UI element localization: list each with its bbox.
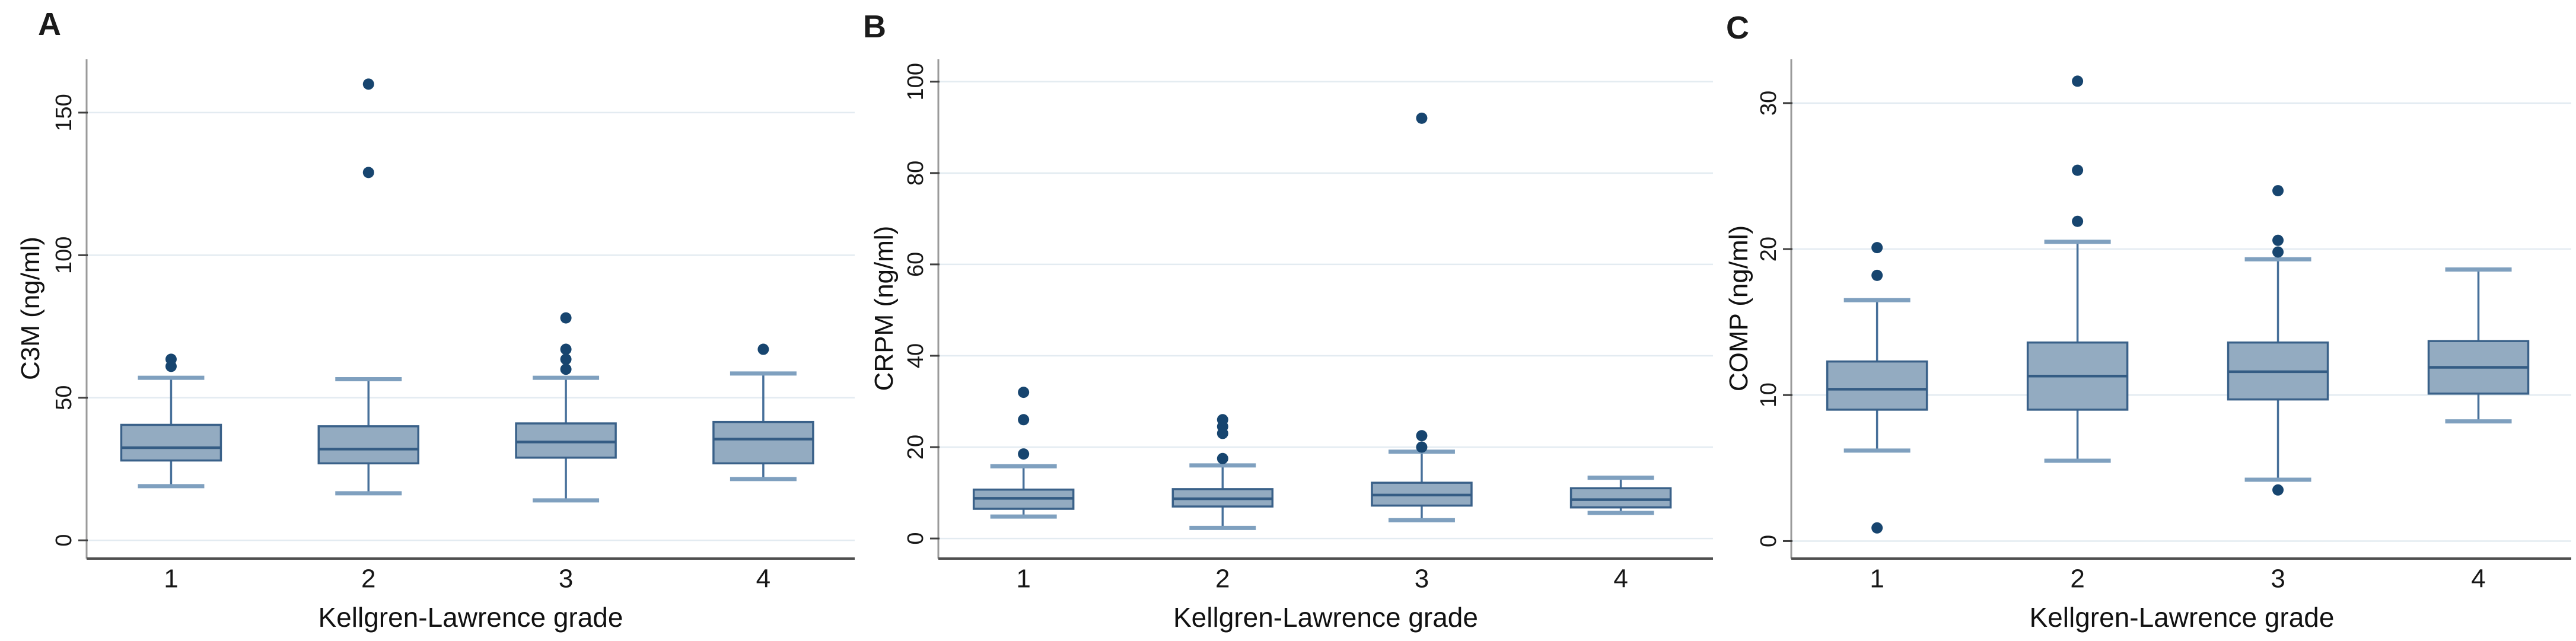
- y-tick-label: 0: [1756, 535, 1781, 547]
- x-category-label: 1: [1016, 565, 1030, 594]
- y-tick-label: 50: [52, 385, 77, 410]
- y-tick-label: 20: [1756, 237, 1781, 261]
- outlier-dot: [2072, 215, 2084, 227]
- box-group-grade-2: [1171, 414, 1274, 530]
- box-group-grade-3: [515, 312, 617, 503]
- box-group-grade-4: [2427, 267, 2530, 424]
- x-category-label: 4: [2471, 565, 2485, 594]
- panel-letter-a: A: [38, 7, 62, 42]
- iqr-box: [317, 425, 420, 465]
- outlier-dot: [1018, 448, 1030, 460]
- x-category-label: 2: [1215, 565, 1230, 594]
- x-axis-title-b: Kellgren-Lawrence grade: [1173, 602, 1478, 633]
- panel-letter-b: B: [863, 9, 887, 44]
- x-category-label: 4: [1613, 565, 1628, 594]
- box-group-grade-1: [1826, 242, 1928, 534]
- x-category-label: 1: [164, 565, 178, 594]
- outlier-dot: [560, 353, 572, 365]
- y-tick-label: 80: [903, 161, 928, 186]
- outlier-dot: [1217, 452, 1228, 464]
- y-tick-label: 20: [903, 435, 928, 460]
- x-axis-title-c: Kellgren-Lawrence grade: [2029, 602, 2335, 633]
- x-category-label: 2: [361, 565, 375, 594]
- box-group-grade-4: [712, 343, 814, 481]
- outlier-dot: [2072, 164, 2084, 176]
- iqr-box: [515, 422, 617, 459]
- iqr-box: [1826, 360, 1928, 411]
- y-tick-label: 60: [903, 252, 928, 277]
- x-category-label: 1: [1870, 565, 1884, 594]
- x-category-label: 4: [756, 565, 770, 594]
- outlier-dot: [362, 167, 374, 178]
- outlier-dot: [757, 343, 769, 355]
- box-group-grade-3: [2227, 185, 2329, 496]
- panel-c: C COMP (ng/ml) 0 10 20 30 1 2 3 4 Kellgren-Lawr…: [1717, 0, 2576, 641]
- outlier-dot: [1416, 112, 1428, 124]
- box-group-grade-1: [120, 353, 222, 489]
- y-tick-label: 10: [1756, 382, 1781, 407]
- iqr-box: [120, 423, 222, 462]
- y-tick-label: 100: [903, 63, 928, 100]
- outlier-dot: [1871, 269, 1883, 281]
- outlier-dot: [2272, 185, 2284, 197]
- panel-a-chart: 0 50 100 150 1 2 3 4: [52, 59, 855, 594]
- box-group-grade-4: [1569, 476, 1672, 515]
- box-group-grade-1: [972, 387, 1075, 519]
- outlier-dot: [2072, 75, 2084, 87]
- outlier-dot: [560, 343, 572, 355]
- outlier-dot: [1018, 387, 1030, 398]
- x-category-label: 3: [2271, 565, 2285, 594]
- y-tick-label: 30: [1756, 91, 1781, 116]
- x-category-label: 3: [1415, 565, 1429, 594]
- x-category-label: 2: [2070, 565, 2084, 594]
- y-tick-label: 150: [52, 94, 77, 131]
- y-tick-label: 0: [903, 532, 928, 545]
- x-axis-title-a: Kellgren-Lawrence grade: [318, 602, 623, 633]
- panel-b: B CRPM (ng/ml) 0 20 40 60 80 100 1 2 3 4 Kellgren…: [858, 0, 1717, 641]
- y-tick-label: 40: [903, 343, 928, 368]
- box-group-grade-2: [2026, 75, 2129, 463]
- panel-b-chart: 0 20 40 60 80 100 1 2 3 4: [903, 59, 1713, 594]
- outlier-dot: [1871, 522, 1883, 534]
- outlier-dot: [362, 78, 374, 90]
- y-tick-label: 0: [52, 534, 77, 547]
- box-group-grade-3: [1371, 112, 1473, 522]
- outlier-dot: [165, 353, 177, 365]
- x-category-label: 3: [559, 565, 573, 594]
- iqr-box: [712, 420, 814, 465]
- box-group-grade-2: [317, 78, 420, 496]
- outlier-dot: [2272, 246, 2284, 258]
- panel-c-chart: 0 10 20 30 1 2 3 4: [1756, 59, 2571, 594]
- outlier-dot: [2272, 484, 2284, 496]
- outlier-dot: [2272, 234, 2284, 246]
- outlier-dot: [560, 312, 572, 324]
- outlier-dot: [1871, 242, 1883, 254]
- outlier-dot: [560, 363, 572, 375]
- y-tick-label: 100: [52, 237, 77, 274]
- iqr-box: [1569, 487, 1672, 509]
- outlier-dot: [1416, 430, 1428, 442]
- outlier-dot: [1217, 414, 1228, 426]
- outlier-dot: [1018, 414, 1030, 426]
- panel-a: A C3M (ng/ml) 0 50 100 150 1 2 3 4 Kellgren-Law…: [0, 0, 858, 641]
- outlier-dot: [1416, 441, 1428, 453]
- panel-letter-c: C: [1726, 10, 1750, 46]
